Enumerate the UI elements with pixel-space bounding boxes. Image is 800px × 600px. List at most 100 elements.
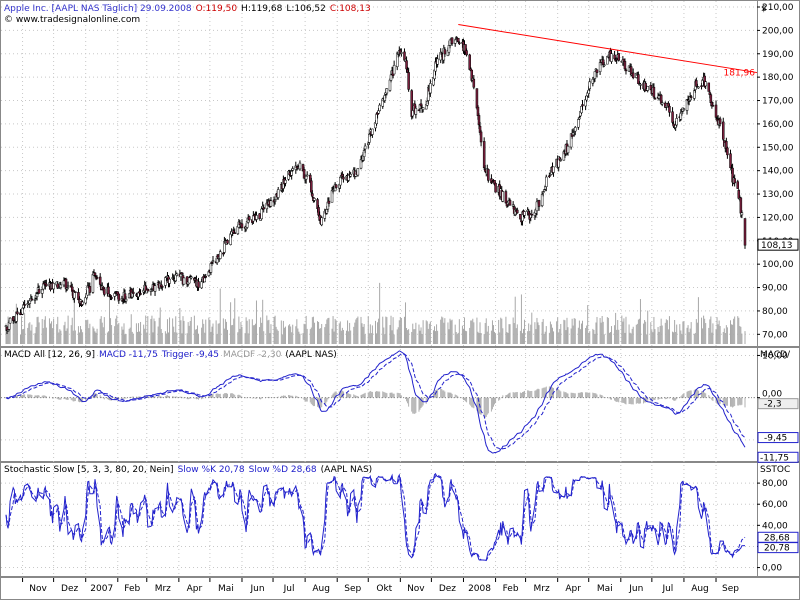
candle-body [577, 119, 580, 128]
candle-body [639, 84, 642, 86]
candle-body [602, 64, 606, 66]
candle-body [356, 168, 360, 176]
macd-line-value-label: -11,75 [760, 453, 789, 463]
candle-body [736, 181, 740, 189]
candle-body [284, 179, 287, 184]
candle-body [273, 200, 277, 202]
candle-body [347, 175, 350, 181]
candle-body [637, 74, 640, 84]
candle-body [95, 277, 99, 279]
candle-body [146, 288, 150, 292]
x-tick-label: Apr [565, 584, 581, 594]
candle-body [392, 65, 396, 75]
price-y-tick-label: 190,00 [762, 50, 794, 60]
candle-body [545, 176, 548, 187]
candle-body [175, 273, 179, 276]
candle-body [652, 86, 656, 98]
candle-body [631, 72, 635, 78]
candle-body [537, 200, 541, 207]
candle-body [8, 317, 12, 324]
macd-value-boxes: 0,00 -2,3 -9,45 -11,75 [757, 390, 799, 463]
stoch-panel-header: Stochastic Slow [5, 3, 3, 80, 20, Nein] S… [4, 465, 372, 475]
candle-body [66, 285, 70, 287]
candle-body [378, 104, 381, 112]
candle-body [107, 286, 110, 295]
candle-body [349, 174, 352, 177]
candle-body [479, 131, 483, 143]
candle-body [150, 290, 154, 292]
price-y-tick-label: 170,00 [762, 97, 794, 107]
stoch-panel-frame [0, 462, 758, 577]
price-y-tick-label: 210,00 [762, 3, 794, 13]
x-tick-label: Jul [661, 584, 673, 594]
header-open: O:119,50 [196, 4, 238, 14]
candle-body [407, 72, 410, 90]
macd-header-suffix: (AAPL NAS) [285, 350, 337, 360]
candle-body [646, 86, 649, 91]
last-price-label: 108,13 [761, 241, 793, 251]
candle-body [117, 293, 121, 301]
resistance-trendline[interactable] [458, 24, 758, 74]
macd-header-macdf: MACDF -2,30 [223, 350, 282, 360]
candle-body [103, 288, 106, 295]
candle-body [726, 147, 729, 156]
price-y-tick-label: 140,00 [762, 167, 794, 177]
macd-panel-frame [0, 347, 758, 462]
candle-body [98, 276, 102, 285]
candle-body [704, 81, 707, 87]
candle-body [542, 189, 546, 192]
stoch-header-suffix: (AAPL NAS) [321, 465, 373, 475]
candle-body [472, 78, 476, 88]
candle-body [613, 54, 616, 60]
candle-body [313, 198, 316, 201]
price-y-tick-label: 180,00 [762, 73, 794, 83]
stoch-y-tick-label: 0,00 [762, 564, 782, 574]
x-tick-label: Feb [503, 584, 519, 594]
candle-body [132, 291, 135, 294]
candle-body [458, 42, 461, 44]
candle-body [59, 284, 63, 288]
candle-body [501, 191, 505, 202]
x-tick-label: Feb [124, 584, 140, 594]
x-tick-label: Jul [283, 584, 295, 594]
candle-body [327, 200, 331, 204]
price-y-tick-label: 120,00 [762, 213, 794, 223]
candle-body [33, 299, 37, 301]
macd-panel-header: MACD All [12, 26, 9] MACD -11,75 Trigger -… [4, 350, 337, 360]
x-tick-label: Jun [628, 584, 643, 594]
macd-zero-label: 0,00 [762, 390, 782, 400]
macd-histogram-value-label: -2,3 [764, 400, 782, 410]
candle-body [465, 50, 468, 56]
candle-body [81, 301, 84, 305]
candle-body [695, 80, 698, 87]
stoch-header-d: Slow %D 28,68 [249, 465, 317, 475]
candle-body [74, 291, 77, 293]
candle-body [707, 82, 711, 92]
last-price-box: 108,13 [757, 238, 799, 251]
candle-body [139, 293, 142, 295]
price-y-tick-label: 70,00 [762, 330, 788, 340]
candle-body [574, 127, 577, 132]
candle-body [320, 217, 323, 226]
candle-body [624, 69, 628, 72]
candle-body [610, 53, 613, 62]
currency-label: $ [761, 4, 767, 14]
price-panel-frame [0, 0, 758, 347]
axis-labels: Nov Dez 2007 Feb Mrz Apr Mai Jun Jul Aug Sep Okt Nov… [22, 3, 794, 594]
candle-body [304, 175, 308, 180]
candle-body [595, 69, 599, 74]
header-close: C:108,13 [330, 4, 371, 14]
stoch-value-boxes: 28,68 20,78 [757, 531, 799, 554]
candle-body [389, 74, 393, 81]
candle-body [262, 207, 265, 210]
candle-body [64, 278, 68, 290]
candle-body [675, 118, 678, 126]
candle-body [30, 298, 34, 301]
volume-layer [5, 282, 746, 344]
candle-body [436, 58, 439, 65]
candle-body [487, 169, 490, 181]
candle-body [617, 53, 620, 61]
candle-body [290, 170, 293, 176]
price-panel-header: Apple Inc. [AAPL NAS Täglich] 29.09.2008… [4, 4, 371, 14]
